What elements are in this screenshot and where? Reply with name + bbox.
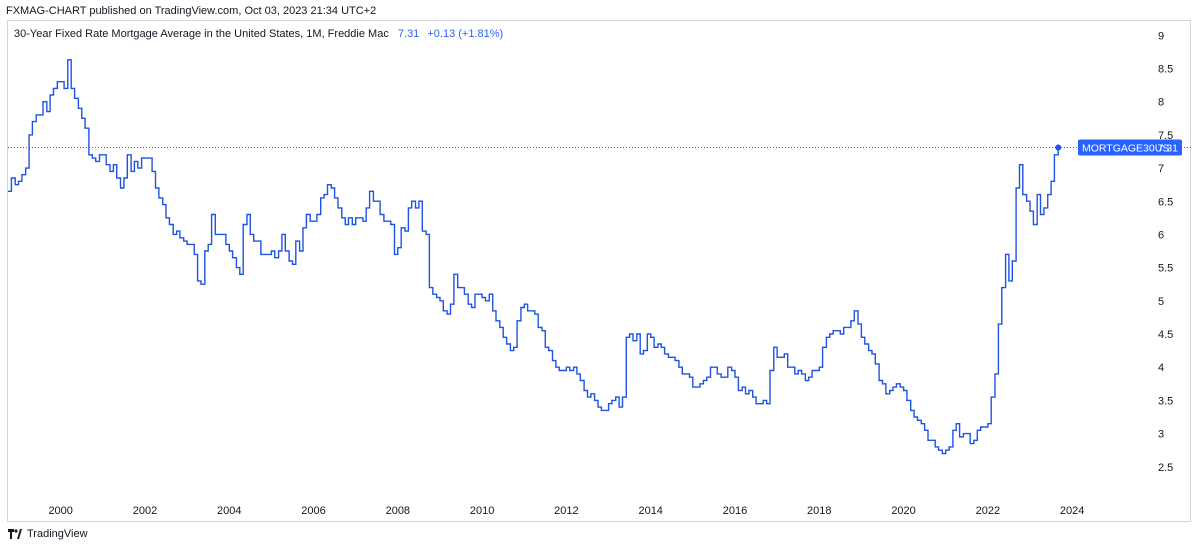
legend-last-value: 7.31 — [397, 28, 420, 40]
y-tick-label: 9 — [1158, 30, 1164, 42]
published-caption: FXMAG-CHART published on TradingView.com… — [6, 5, 377, 17]
x-tick-label: 2022 — [976, 505, 1000, 517]
x-tick-label: 2010 — [470, 505, 494, 517]
brand-label: TradingView — [27, 528, 88, 540]
y-axis: 2.5 3 3.5 4 4.5 5 5.5 6 6.5 7 7.5 8 8.5 9 — [1158, 30, 1173, 474]
x-tick-label: 2016 — [723, 505, 747, 517]
chart-frame — [7, 20, 1191, 522]
y-tick-label: 5.5 — [1158, 263, 1173, 275]
x-tick-label: 2004 — [217, 505, 241, 517]
y-tick-label: 7 — [1158, 163, 1164, 175]
legend-change: +0.13 (+1.81%) — [427, 28, 504, 40]
y-tick-label: 8 — [1158, 97, 1164, 109]
price-badge: MORTGAGE30US 7.31 — [1078, 139, 1182, 156]
x-axis: 2000 2002 2004 2006 2008 2010 2012 2014 2016 2018… — [48, 505, 1084, 517]
y-tick-label: 4 — [1158, 362, 1164, 374]
series-legend[interactable]: 30-Year Fixed Rate Mortgage Average in t… — [14, 28, 503, 40]
y-tick-label: 3.5 — [1158, 395, 1173, 407]
price-badge-value: 7.31 — [1158, 142, 1179, 154]
x-tick-label: 2006 — [301, 505, 325, 517]
y-tick-label: 5 — [1158, 296, 1164, 308]
x-tick-label: 2024 — [1060, 505, 1084, 517]
y-tick-label: 3 — [1158, 429, 1164, 441]
series-title: 30-Year Fixed Rate Mortgage Average in t… — [14, 28, 389, 40]
x-tick-label: 2018 — [807, 505, 831, 517]
series-line[interactable] — [8, 59, 1059, 455]
x-tick-label: 2020 — [891, 505, 915, 517]
y-tick-label: 7.5 — [1158, 130, 1173, 142]
last-point-marker — [1055, 144, 1062, 151]
y-tick-label: 6.5 — [1158, 196, 1173, 208]
x-tick-label: 2012 — [554, 505, 578, 517]
x-tick-label: 2014 — [638, 505, 662, 517]
tradingview-logo-icon — [8, 529, 22, 539]
y-tick-label: 8.5 — [1158, 63, 1173, 75]
x-tick-label: 2002 — [133, 505, 157, 517]
price-badge-symbol: MORTGAGE30US — [1082, 142, 1169, 154]
y-tick-label: 4.5 — [1158, 329, 1173, 341]
tradingview-brand[interactable]: TradingView — [8, 528, 88, 540]
price-badge-background — [1078, 139, 1182, 156]
y-tick-label: 2.5 — [1158, 462, 1173, 474]
y-tick-label: 6 — [1158, 229, 1164, 241]
x-tick-label: 2008 — [386, 505, 410, 517]
x-tick-label: 2000 — [48, 505, 72, 517]
